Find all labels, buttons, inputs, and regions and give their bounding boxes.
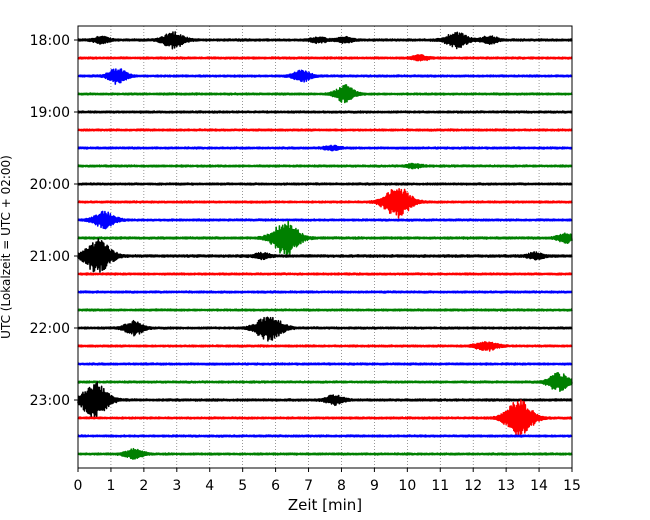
trace-2030	[77, 210, 573, 230]
x-tick-label: 14	[530, 478, 548, 494]
trace-1815	[77, 54, 573, 62]
y-tick-label: 20:00	[30, 177, 70, 193]
y-tick-label: 18:00	[30, 33, 70, 49]
x-axis-ticks: 0 1 2 3 4 5 6 7 8 9 10 11 12 13 14 15	[74, 468, 581, 494]
plot-frame	[77, 25, 573, 469]
trace-2330	[77, 434, 573, 438]
traces	[77, 31, 573, 460]
trace-2145	[77, 308, 573, 312]
x-tick-label: 10	[398, 478, 416, 494]
trace-1945	[77, 162, 573, 170]
y-axis-ticks: 18:00 19:00 20:00 21:00 22:00 23:00	[30, 33, 78, 409]
trace-1830	[77, 68, 573, 85]
x-tick-label: 12	[464, 478, 482, 494]
x-tick-label: 7	[304, 478, 313, 494]
x-axis-label: Zeit [min]	[288, 496, 362, 514]
y-axis-label: UTC (Lokalzeit = UTC + 02:00)	[0, 155, 13, 339]
trace-2130	[77, 290, 573, 294]
trace-1915	[77, 128, 573, 132]
y-tick-label: 21:00	[30, 249, 70, 265]
x-tick-label: 13	[497, 478, 515, 494]
x-tick-label: 9	[370, 478, 379, 494]
x-tick-label: 4	[205, 478, 214, 494]
trace-2230	[77, 362, 573, 366]
trace-2315	[77, 399, 573, 437]
x-tick-label: 1	[106, 478, 115, 494]
trace-2200	[77, 316, 573, 342]
trace-2115	[77, 272, 573, 276]
trace-1900	[77, 110, 573, 114]
x-tick-label: 2	[139, 478, 148, 494]
y-tick-label: 23:00	[30, 393, 70, 409]
x-tick-label: 3	[172, 478, 181, 494]
x-tick-label: 5	[238, 478, 247, 494]
trace-2015	[77, 187, 573, 219]
trace-2300	[77, 381, 573, 419]
y-tick-label: 22:00	[30, 321, 70, 337]
trace-1800	[77, 31, 573, 50]
trace-2100	[77, 238, 573, 273]
y-tick-label: 19:00	[30, 105, 70, 121]
x-tick-label: 0	[74, 478, 83, 494]
trace-1930	[77, 144, 573, 152]
x-tick-label: 8	[337, 478, 346, 494]
plot-background	[78, 26, 572, 468]
trace-2345	[77, 447, 573, 460]
trace-2215	[77, 341, 573, 352]
trace-2000	[77, 182, 573, 186]
trace-2245	[77, 371, 573, 393]
x-tick-label: 15	[563, 478, 581, 494]
trace-2045	[77, 220, 573, 256]
x-tick-label: 6	[271, 478, 280, 494]
x-tick-label: 11	[431, 478, 449, 494]
trace-1845	[77, 84, 573, 104]
